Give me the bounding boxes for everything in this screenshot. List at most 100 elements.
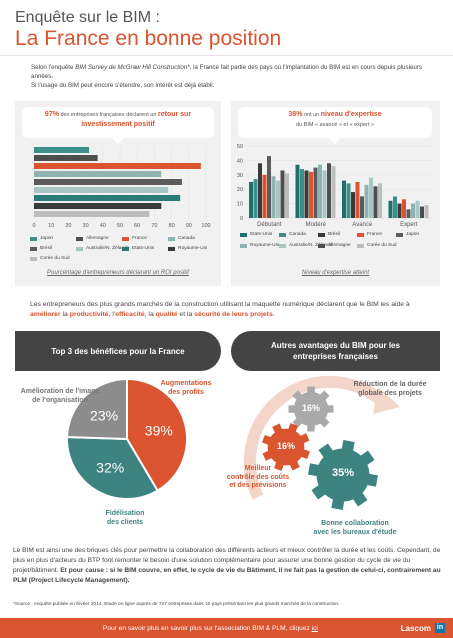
legend-item: Etats-Unis [122,246,154,251]
expertise-x-tick: Avancé [352,222,373,228]
arc-arrowhead [373,387,400,414]
expertise-bar [318,164,322,218]
expertise-bar [262,174,267,218]
expertise-bar [378,183,382,218]
intro-p1-a: Selon l'enquête [31,64,76,71]
expertise-bar [322,170,327,218]
legend-label: Australie/N. Zélande [86,246,130,251]
expertise-bar [373,186,378,218]
pie-label-fidelisation: Fidélisation des clients [80,510,170,527]
title-line-2: La France en bonne position [15,27,282,50]
gear1-label-1: Réduction de la durée [353,381,427,388]
middle-text: Les entrepreneurs des plus grands marché… [30,300,425,320]
expertise-chart: 0 10 20 30 40 50 Débutant Modéré Avancé Expert [237,144,432,228]
expertise-x-tick: Modéré [306,222,327,228]
pie-slice-label: 39% [145,422,173,438]
expertise-bar [295,164,300,218]
roi-bar-france [34,163,201,169]
expertise-bar [304,170,309,218]
legend-swatch [122,246,129,251]
progress-arc [243,375,387,500]
roi-x-tick: 10 [48,223,54,229]
expertise-bar [271,176,276,218]
expertise-legend: Etats-Unis Canada Brésil France Japon Royaume… [240,232,435,266]
roi-x-tick: 90 [186,223,192,229]
legend-swatch [357,232,364,237]
pie-label-profits: Augmentations des profits [146,380,226,397]
pie-slice-label: 32% [96,459,124,475]
expertise-x-tick: Expert [400,222,418,228]
legend-item: Allemagne [76,236,109,241]
legend-swatch [30,246,37,251]
legend-item: France [357,232,382,237]
gear1-label: Réduction de la durée globale des projets [340,381,440,398]
legend-label: Brésil [328,232,340,237]
legend-swatch [122,236,129,241]
intro-p1-c: , la France fait partie des pays où l'im… [31,64,423,80]
legend-label: Royaume-Uni [178,246,208,251]
legend-item: Royaume-Uni [240,243,279,248]
footer-brand: Lascom in [401,623,453,633]
linkedin-icon[interactable]: in [435,623,445,633]
legend-item: Corée du Sud [30,256,70,261]
pie-label-fidel-2: des clients [106,518,144,526]
legend-swatch [240,243,247,248]
legend-item: Allemagne [318,243,351,248]
expertise-text2: niveau d'expertise [320,111,382,118]
gear3-label-1: Bonne collaboration [321,520,389,527]
expertise-bar [397,203,402,218]
footer-link[interactable]: ici [311,624,318,632]
intro-text: Selon l'enquête BIM Survey de McGraw Hil… [31,63,436,90]
legend-label: Canada [289,232,306,237]
expertise-bar [342,180,346,218]
roi-legend: Japon Allemagne France Canada Brésil Australi… [30,236,215,266]
legend-swatch [76,246,83,251]
benefits-pie-chart: 39% 32% 23% [65,377,188,500]
roi-x-tick: 20 [65,223,71,229]
pie-label-image-1: Amélioration de l'image [20,388,100,395]
legend-label: France [132,236,147,241]
legend-item: Corée du Sud [357,243,397,248]
footer-text-span: Pour en savoir plus en savoir plus sur l… [102,624,312,632]
roi-x-tick: 80 [169,223,175,229]
roi-bar-etats-unis [34,195,181,201]
gear3-label: Bonne collaboration avec les bureaux d'ét… [300,520,410,537]
expertise-text1: ont un [302,112,321,118]
intro-p1-survey: BIM Survey de McGraw Hill Construction* [75,64,190,71]
legend-swatch [318,232,325,237]
legend-label: Brésil [40,246,52,251]
intro-p2: Si l'usage du BIM peut encore s'étendre,… [31,82,215,89]
expertise-bar [331,166,336,218]
expertise-y-tick: 40 [237,158,243,164]
legend-item: Brésil [318,232,340,237]
pie-label-profits-1: Augmentations [160,380,212,387]
conclusion-a: Le BIM est ainsi une des briques clés po… [13,547,441,574]
gear2-label: Meilleur contrôle des coûts et des prévisi… [218,465,298,491]
legend-label: Etats-Unis [250,232,273,237]
expertise-bar [313,167,318,218]
legend-label: Japon [406,232,420,237]
gear2-label-2: contrôle des coûts [226,473,290,481]
gears-heading-1: Autres avantages du BIM pour les [271,341,400,350]
roi-x-tick: 0 [32,223,35,229]
title-line-1: Enquête sur le BIM : [15,9,160,26]
expertise-bar [364,184,369,218]
expertise-y-tick: 30 [237,173,243,179]
mid-e: , l' [108,311,116,318]
expertise-bar [424,205,429,218]
pie-label-fidel-1: Fidélisation [105,510,145,517]
legend-label: Canada [178,236,195,241]
gear1-label-2: globale des projets [358,389,422,397]
roi-text1: des entreprises françaises déclarent un [58,112,158,118]
expertise-bar [280,170,285,218]
pie-label-profits-2: des profits [168,388,204,396]
legend-swatch [357,243,364,248]
legend-swatch [30,256,37,261]
expertise-bar [393,196,397,218]
legend-item: Brésil [30,246,52,251]
roi-bubble: 97% des entreprises françaises déclarent… [22,107,214,144]
legend-item: Japon [30,236,53,241]
roi-bar-australie-n-z-lande [34,187,169,193]
legend-label: Japon [40,236,54,241]
roi-pct: 97% [44,111,59,118]
